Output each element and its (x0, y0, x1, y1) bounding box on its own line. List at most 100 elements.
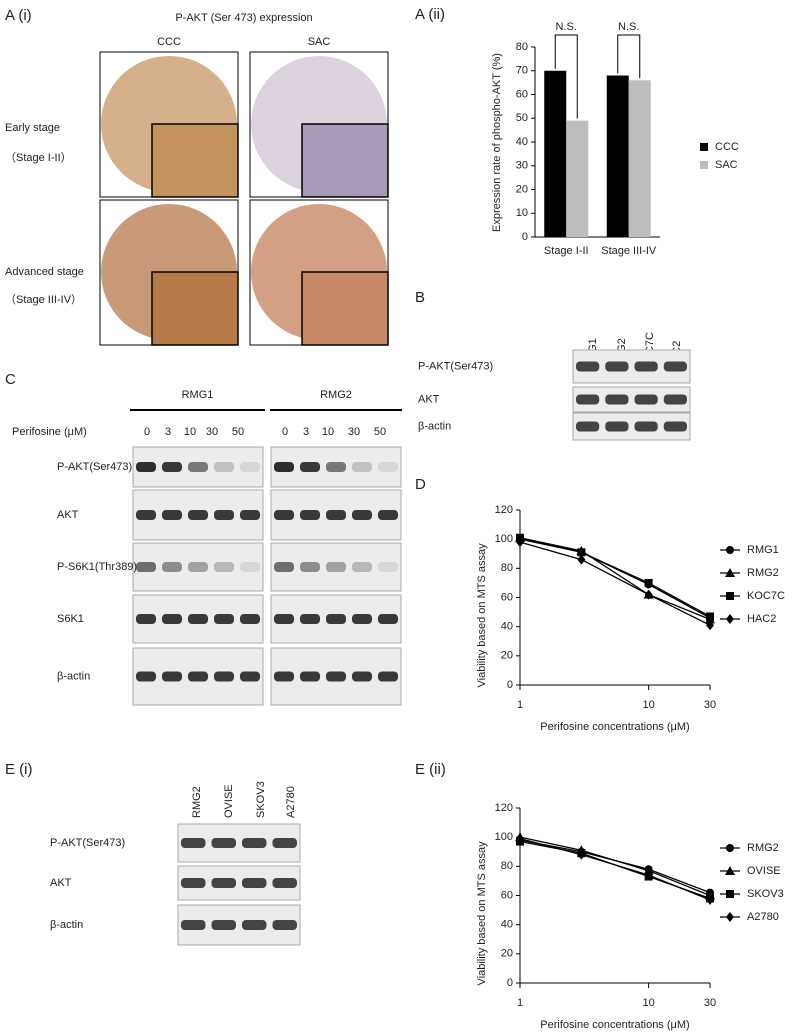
legend-marker (725, 568, 735, 577)
blot-band (605, 421, 629, 432)
dose: 10 (322, 426, 334, 438)
group-label: RMG2 (320, 389, 352, 401)
legend-swatch (700, 143, 708, 151)
y-tick-label: 40 (501, 919, 513, 931)
blot-band (181, 878, 206, 888)
column-label: A2780 (285, 786, 297, 818)
legend-label: KOC7C (747, 590, 785, 602)
row-label: P-AKT(Ser473) (50, 837, 125, 849)
line (519, 541, 711, 626)
bracket (554, 34, 578, 119)
panel-label: E (ii) (415, 761, 446, 778)
marker (706, 612, 714, 621)
x-tick-label: Stage I-II (544, 245, 589, 257)
blot-band (136, 562, 156, 572)
legend-label: CCC (715, 141, 739, 153)
blot-band (378, 614, 398, 624)
ihc-inset (151, 123, 239, 198)
blot-band (352, 510, 372, 520)
y-tick-label: 20 (516, 183, 528, 195)
line (519, 836, 711, 897)
group-label: RMG1 (182, 389, 214, 401)
dose: 3 (303, 426, 309, 438)
ihc-inset (301, 271, 389, 346)
annotation: N.S. (618, 21, 639, 33)
x-tick-label: Stage III-IV (601, 245, 657, 257)
column-label: CCC (157, 36, 181, 48)
y-axis-label: Viability based on MTS assay (476, 841, 488, 986)
blot-band (378, 462, 398, 472)
x-tick-label: 30 (704, 997, 716, 1009)
blot-band (634, 361, 658, 372)
column-label: OVISE (223, 784, 235, 818)
dose: 50 (374, 426, 386, 438)
y-tick-label: 120 (495, 802, 513, 814)
bar (566, 120, 589, 237)
legend-marker (726, 592, 734, 600)
blot-band (326, 562, 346, 572)
blot-band (242, 838, 267, 848)
panel-label: E (i) (5, 761, 33, 778)
row-label: AKT (418, 393, 440, 405)
blot-band (576, 394, 600, 405)
blot-band (300, 671, 320, 682)
y-tick-label: 80 (516, 41, 528, 53)
blot-band (300, 462, 320, 472)
blot-band (300, 510, 320, 520)
row-label: （Stage I-II） (5, 151, 72, 164)
blot-band (352, 462, 372, 472)
y-tick-label: 80 (501, 860, 513, 872)
blot-band (211, 838, 236, 848)
blot-band (378, 510, 398, 520)
blot-band (326, 462, 346, 472)
blot-band (214, 462, 234, 472)
blot-band (188, 510, 208, 520)
blot-band (605, 394, 629, 405)
blot-band (352, 614, 372, 624)
bar (544, 70, 567, 237)
blot-band (188, 462, 208, 472)
blot-band (188, 671, 208, 682)
row-label: Advanced stage (5, 266, 84, 278)
y-tick-label: 70 (516, 65, 528, 77)
panel-label: A (ii) (415, 6, 445, 23)
y-tick-label: 10 (516, 207, 528, 219)
blot-band (326, 510, 346, 520)
column-label: SKOV3 (255, 781, 267, 818)
y-tick-label: 0 (507, 977, 513, 989)
legend-label: RMG1 (747, 544, 779, 556)
y-tick-label: 80 (501, 562, 513, 574)
blot-band (181, 838, 206, 848)
legend-label: RMG2 (747, 842, 779, 854)
y-tick-label: 100 (495, 831, 513, 843)
blot-band (300, 562, 320, 572)
blot-band (214, 614, 234, 624)
blot-band (181, 920, 206, 930)
legend-label: SKOV3 (747, 888, 784, 900)
row-label: （Stage III-IV） (5, 293, 82, 306)
marker (516, 537, 524, 548)
blot-band (240, 562, 260, 572)
x-axis-label: Perifosine concentrations (μM) (540, 721, 689, 733)
marker (706, 894, 714, 905)
blot-band (378, 562, 398, 572)
x-tick-label: 1 (517, 699, 523, 711)
y-tick-label: 40 (501, 621, 513, 633)
blot-band (240, 671, 260, 682)
blot-band (663, 361, 687, 372)
x-axis-label: Perifosine concentrations (μM) (540, 1019, 689, 1031)
y-tick-label: 0 (507, 679, 513, 691)
row-label: AKT (57, 509, 79, 521)
x-tick-label: 10 (643, 699, 655, 711)
blot-band (136, 614, 156, 624)
blot-band (576, 361, 600, 372)
blot-band (300, 614, 320, 624)
legend-label: OVISE (747, 865, 781, 877)
row-label: β-actin (50, 919, 83, 931)
row-label: S6K1 (57, 613, 84, 625)
y-tick-label: 120 (495, 504, 513, 516)
panel-label: C (5, 371, 16, 388)
marker (577, 554, 586, 565)
blot-band (162, 671, 182, 682)
